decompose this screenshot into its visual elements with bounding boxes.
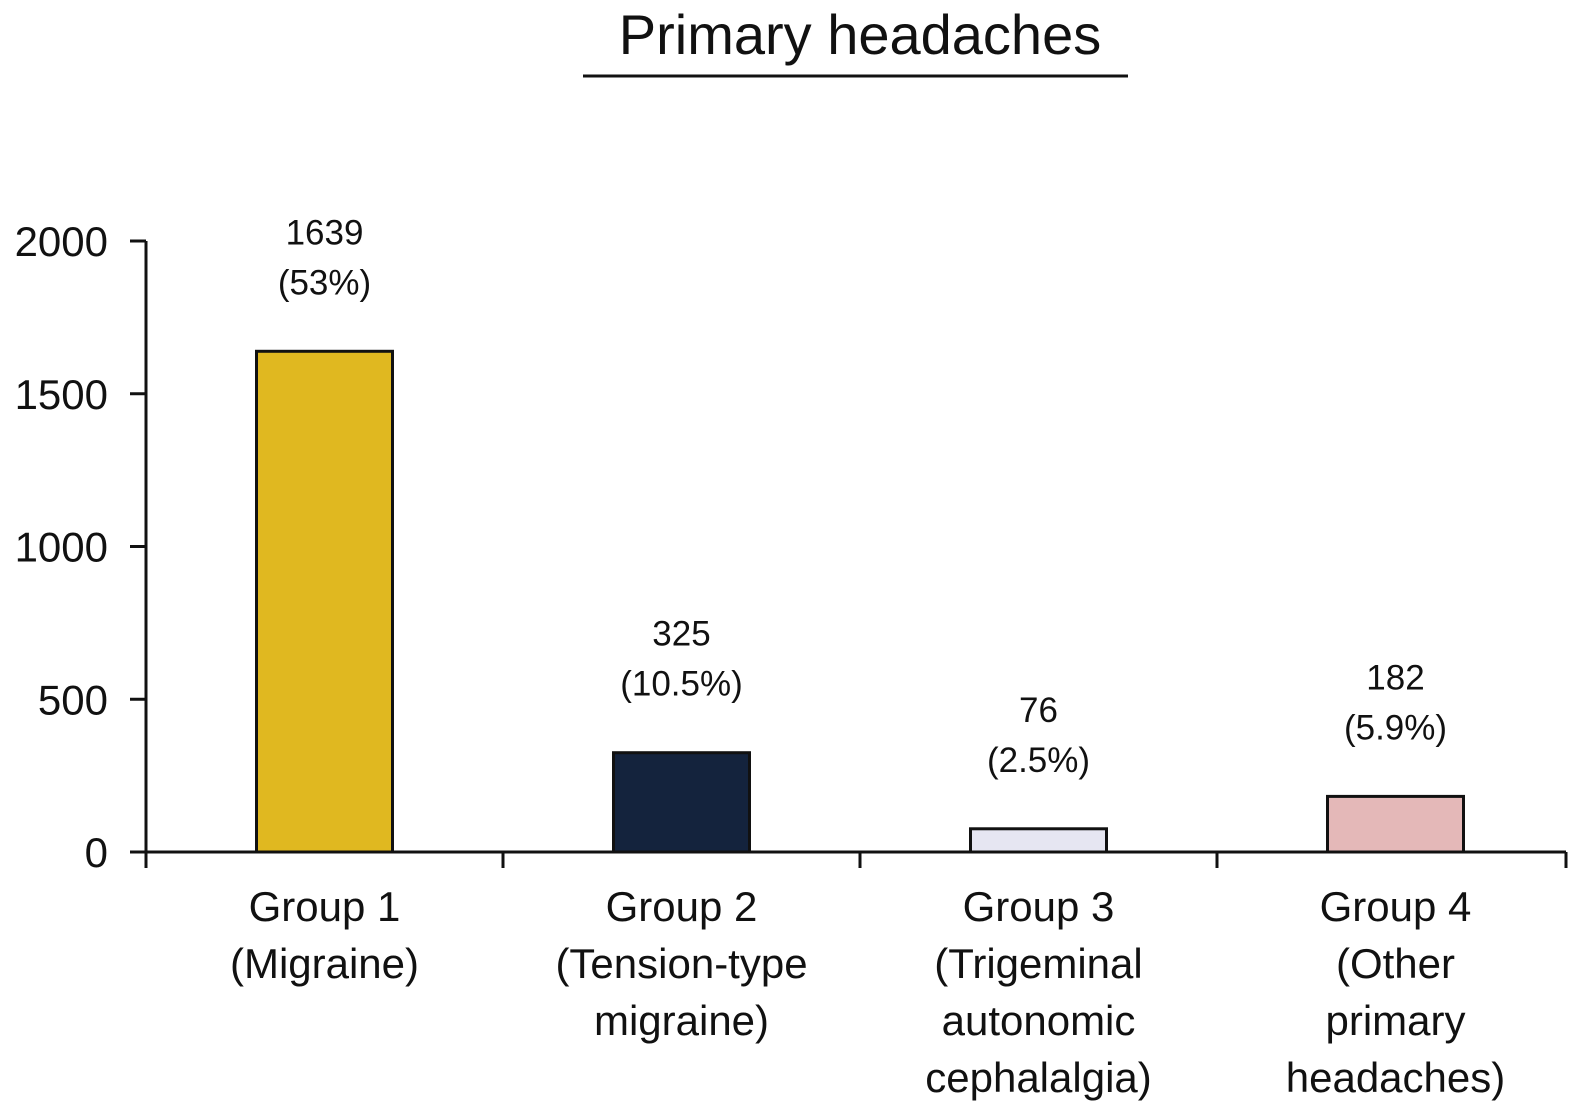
category-labels: Group 1 (Migraine) Group 2 (Tension-type mig… <box>230 883 1505 1101</box>
x-category-label: Group 1 <box>249 883 401 930</box>
chart-title: Primary headaches <box>619 3 1101 66</box>
bar-value-label: 182 <box>1366 658 1424 697</box>
x-axis <box>144 850 1568 868</box>
x-category-label: (Other <box>1336 940 1455 987</box>
bar-value-label: (5.9%) <box>1344 708 1447 747</box>
x-category-label: primary <box>1325 997 1465 1044</box>
x-category-label: Group 4 <box>1320 883 1472 930</box>
bar-value-label: 1639 <box>286 213 364 252</box>
bars <box>255 349 1465 854</box>
value-labels: 1639 (53%) 325 (10.5%) 76 (2.5%) 182 (5.9%) <box>278 213 1447 779</box>
x-category-label: (Trigeminal <box>934 940 1142 987</box>
y-tick-label: 500 <box>38 676 108 723</box>
bar-value-label: 76 <box>1019 691 1058 730</box>
x-category-label: Group 2 <box>606 883 758 930</box>
x-category-label: Group 3 <box>963 883 1115 930</box>
y-tick-label: 1000 <box>15 524 108 571</box>
x-category-label: autonomic <box>942 997 1136 1044</box>
x-category-label: migraine) <box>594 997 769 1044</box>
x-category-label: cephalalgia) <box>925 1054 1152 1101</box>
bar <box>612 751 751 854</box>
bar <box>255 349 394 854</box>
y-tick-label: 2000 <box>15 218 108 265</box>
bar-value-label: (53%) <box>278 263 371 302</box>
y-tick-label: 1500 <box>15 371 108 418</box>
x-category-label: headaches) <box>1286 1054 1506 1101</box>
x-category-label: (Migraine) <box>230 940 419 987</box>
bar-value-label: 325 <box>652 615 710 654</box>
y-axis: 0 500 1000 1500 2000 <box>15 218 148 876</box>
bar-value-label: (2.5%) <box>987 741 1090 780</box>
y-tick-label: 0 <box>85 829 108 876</box>
bar <box>1326 794 1465 854</box>
bar-value-label: (10.5%) <box>620 665 743 704</box>
bar <box>969 827 1108 854</box>
x-category-label: (Tension-type <box>555 940 807 987</box>
